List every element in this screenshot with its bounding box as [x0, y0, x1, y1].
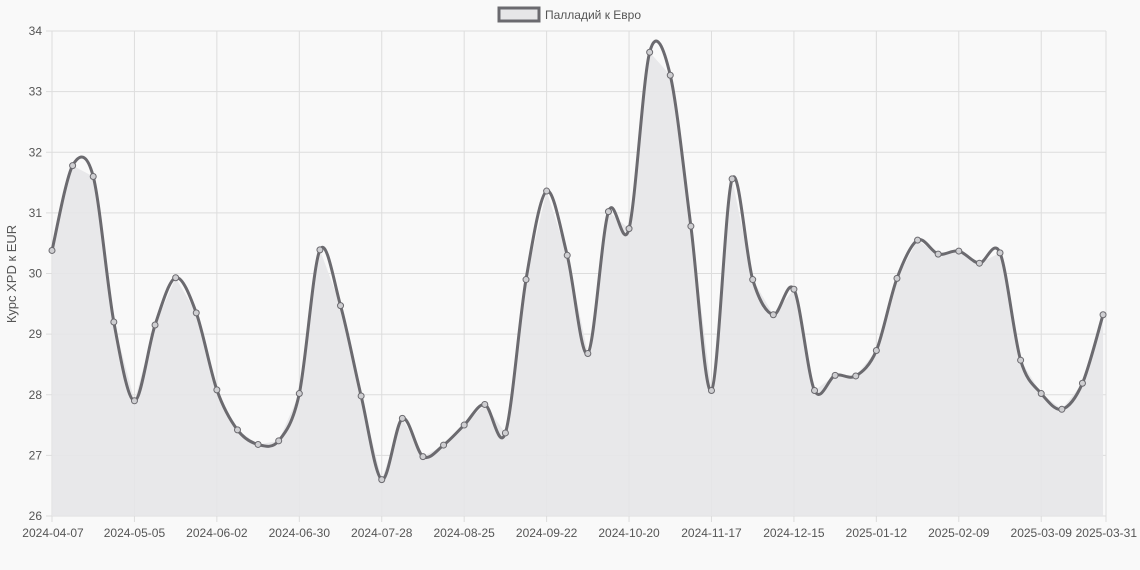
data-point[interactable]: [357, 392, 365, 400]
x-tick-labels: 2024-04-07 2024-05-05 2024-06-02 2024-06-30…: [22, 526, 1137, 540]
data-point[interactable]: [1078, 379, 1086, 387]
data-point[interactable]: [110, 318, 118, 326]
data-point[interactable]: [893, 274, 901, 282]
data-point[interactable]: [831, 371, 839, 379]
data-point[interactable]: [481, 400, 489, 408]
data-point[interactable]: [872, 346, 880, 354]
data-point[interactable]: [811, 387, 819, 395]
series-area: [52, 52, 1104, 516]
data-point[interactable]: [130, 397, 138, 405]
data-point[interactable]: [151, 321, 159, 329]
data-point[interactable]: [625, 225, 633, 233]
x-tick-label: 2024-06-02: [186, 526, 248, 540]
data-point[interactable]: [398, 414, 406, 422]
data-point[interactable]: [728, 175, 736, 183]
x-tick-label: 2024-11-17: [681, 526, 742, 540]
x-tick-label: 2025-01-12: [846, 526, 908, 540]
x-tick-label: 2025-03-31: [1076, 526, 1138, 540]
data-point[interactable]: [254, 440, 262, 448]
data-point[interactable]: [1037, 390, 1045, 398]
data-point[interactable]: [69, 162, 77, 170]
data-point[interactable]: [419, 453, 427, 461]
y-tick-label: 28: [29, 388, 43, 402]
y-tick-label: 34: [29, 24, 43, 38]
y-tick-label: 27: [29, 448, 43, 462]
data-point[interactable]: [233, 426, 241, 434]
x-tick-label: 2024-10-20: [598, 526, 660, 540]
legend[interactable]: Палладий к Евро: [497, 6, 641, 23]
x-tick-label: 2024-12-15: [763, 526, 825, 540]
data-point[interactable]: [563, 251, 571, 259]
data-point[interactable]: [790, 285, 798, 293]
y-tick-label: 31: [29, 206, 43, 220]
data-point[interactable]: [852, 372, 860, 380]
data-point[interactable]: [1058, 405, 1066, 413]
y-tick-label: 32: [29, 145, 43, 159]
data-point[interactable]: [646, 48, 654, 56]
data-point[interactable]: [89, 173, 97, 180]
data-point[interactable]: [687, 222, 695, 230]
data-point[interactable]: [604, 208, 612, 216]
data-points: [48, 48, 1107, 484]
data-point[interactable]: [440, 441, 448, 449]
y-axis-title: Курс XPD к EUR: [4, 225, 19, 323]
data-point[interactable]: [975, 259, 983, 267]
data-point[interactable]: [501, 429, 509, 437]
y-tick-label: 29: [29, 327, 43, 341]
data-point[interactable]: [749, 276, 757, 284]
data-point[interactable]: [378, 476, 386, 484]
y-tick-labels: 26 27 28 29 30 31 32 33 34: [29, 24, 43, 523]
data-point[interactable]: [955, 247, 963, 255]
x-tick-label: 2025-03-09: [1011, 526, 1073, 540]
data-point[interactable]: [213, 386, 221, 394]
x-tick-label: 2024-08-25: [433, 526, 495, 540]
data-point[interactable]: [172, 274, 180, 282]
data-point[interactable]: [1099, 311, 1107, 319]
data-point[interactable]: [316, 246, 324, 254]
legend-label[interactable]: Палладий к Евро: [545, 8, 641, 22]
data-point[interactable]: [192, 309, 200, 317]
data-point[interactable]: [584, 350, 592, 358]
data-point[interactable]: [275, 437, 283, 445]
data-point[interactable]: [543, 187, 551, 195]
x-tick-label: 2024-04-07: [22, 526, 84, 540]
y-tick-label: 26: [29, 509, 43, 523]
x-tick-label: 2025-02-09: [928, 526, 990, 540]
data-point[interactable]: [295, 390, 303, 398]
x-tick-label: 2024-05-05: [104, 526, 166, 540]
data-point[interactable]: [996, 249, 1004, 257]
data-point[interactable]: [337, 302, 345, 310]
data-point[interactable]: [48, 246, 56, 254]
data-point[interactable]: [934, 250, 942, 258]
data-point[interactable]: [666, 71, 674, 79]
x-tick-label: 2024-06-30: [269, 526, 331, 540]
legend-swatch[interactable]: [497, 6, 541, 23]
data-point[interactable]: [460, 421, 468, 429]
data-point[interactable]: [769, 311, 777, 319]
data-point[interactable]: [707, 387, 715, 395]
data-point[interactable]: [522, 276, 530, 284]
data-point[interactable]: [914, 236, 922, 244]
y-tick-label: 33: [29, 85, 43, 99]
data-point[interactable]: [1017, 356, 1025, 364]
x-tick-label: 2024-07-28: [351, 526, 413, 540]
y-tick-label: 30: [29, 267, 43, 281]
x-tick-label: 2024-09-22: [516, 526, 578, 540]
